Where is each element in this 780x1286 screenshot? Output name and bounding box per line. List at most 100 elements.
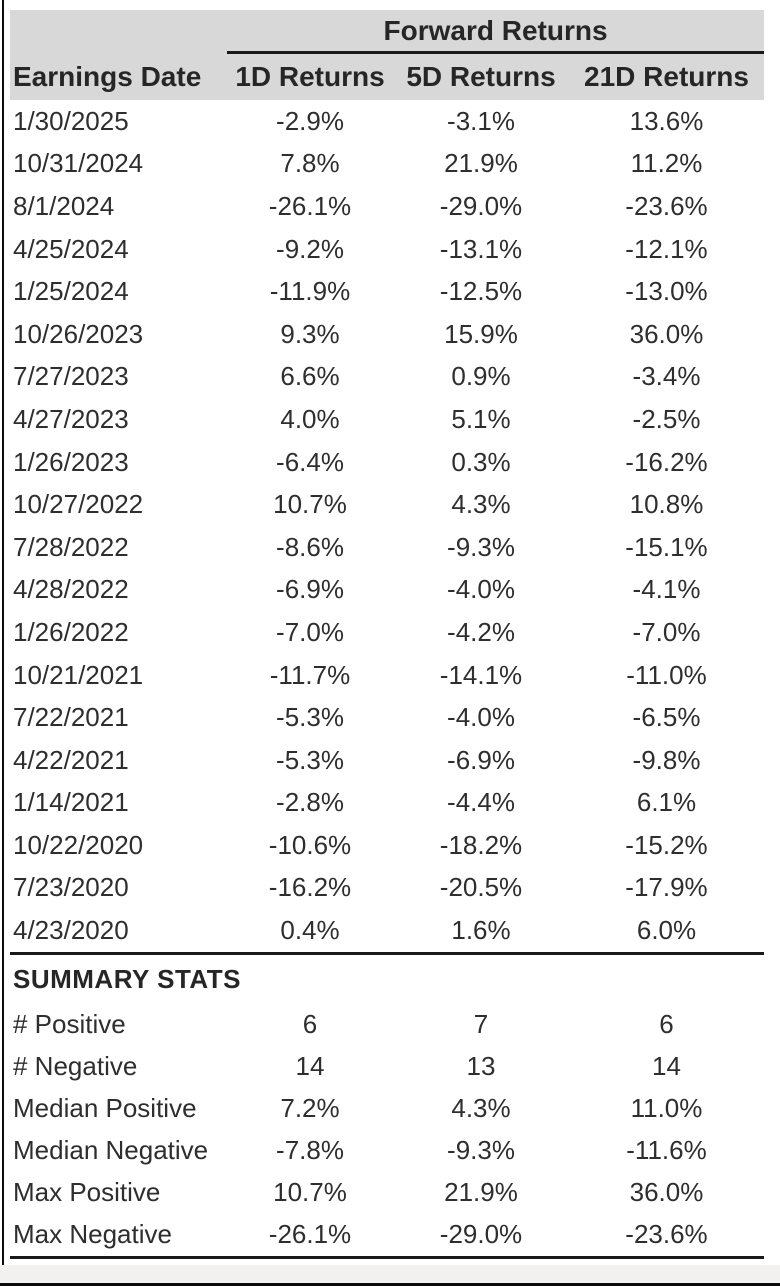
earnings-date-cell: 7/23/2020: [13, 872, 129, 903]
return-5d-cell: 0.9%: [451, 361, 511, 392]
earnings-date-cell: 10/21/2021: [13, 659, 144, 690]
table-row: 7/22/2021 -5.3% -4.0% -6.5%: [10, 696, 764, 739]
summary-body: # Positive 6 7 6 # Negative 14 13 14 Med…: [10, 1004, 764, 1256]
earnings-date-cell: 8/1/2024: [13, 190, 115, 221]
return-5d-cell: -4.0%: [447, 574, 515, 605]
table-row: 4/25/2024 -9.2% -13.1% -12.1%: [10, 228, 764, 271]
return-1d-cell: -2.8%: [276, 787, 344, 818]
bottom-frame-edge: [0, 1283, 780, 1286]
earnings-date-cell: 1/14/2021: [13, 787, 129, 818]
return-1d-cell: -5.3%: [276, 702, 344, 733]
return-1d-cell: 10.7%: [273, 489, 347, 520]
return-21d-cell: -4.1%: [632, 574, 701, 605]
summary-label-cell: # Negative: [13, 1051, 138, 1082]
return-1d-cell: 4.0%: [280, 403, 340, 434]
summary-21d-cell: -23.6%: [625, 1219, 708, 1250]
return-5d-cell: -20.5%: [439, 872, 523, 903]
earnings-date-cell: 10/22/2020: [13, 829, 144, 860]
summary-label-cell: Median Positive: [13, 1093, 197, 1124]
return-5d-cell: 0.3%: [451, 446, 511, 477]
earnings-date-cell: 1/25/2024: [13, 276, 129, 307]
summary-1d-cell: -7.8%: [276, 1135, 344, 1166]
table-row: 10/26/2023 9.3% 15.9% 36.0%: [10, 313, 764, 356]
earnings-date-cell: 4/28/2022: [13, 574, 129, 605]
return-5d-cell: -29.0%: [439, 190, 523, 221]
column-header-earnings-date: Earnings Date: [13, 61, 202, 92]
earnings-date-cell: 1/26/2022: [13, 616, 129, 647]
return-1d-cell: -10.6%: [268, 829, 352, 860]
summary-label-cell: Max Positive: [13, 1177, 161, 1208]
earnings-date-cell: 7/28/2022: [13, 531, 129, 562]
return-1d-cell: -5.3%: [276, 744, 344, 775]
return-1d-cell: 7.8%: [280, 148, 340, 179]
return-1d-cell: -2.9%: [276, 105, 344, 136]
table-row: 4/22/2021 -5.3% -6.9% -9.8%: [10, 739, 764, 782]
spanner-row: Forward Returns: [10, 10, 764, 54]
table-row: 10/27/2022 10.7% 4.3% 10.8%: [10, 483, 764, 526]
summary-21d-cell: -11.6%: [626, 1135, 707, 1166]
summary-21d-cell: 36.0%: [629, 1177, 704, 1208]
return-1d-cell: -16.2%: [268, 872, 352, 903]
earnings-date-cell: 7/22/2021: [13, 702, 129, 733]
earnings-date-cell: 7/27/2023: [13, 361, 129, 392]
return-21d-cell: 6.1%: [636, 787, 697, 818]
table-row: 10/31/2024 7.8% 21.9% 11.2%: [10, 143, 764, 186]
return-21d-cell: -13.0%: [625, 276, 708, 307]
return-5d-cell: -6.9%: [447, 744, 515, 775]
return-1d-cell: -6.4%: [276, 446, 344, 477]
summary-5d-cell: 4.3%: [451, 1093, 511, 1124]
return-21d-cell: -23.6%: [625, 190, 708, 221]
return-5d-cell: 4.3%: [451, 489, 511, 520]
summary-5d-cell: -9.3%: [447, 1135, 515, 1166]
summary-5d-cell: 13: [466, 1051, 496, 1082]
table-row: 10/21/2021 -11.7% -14.1% -11.0%: [10, 654, 764, 697]
returns-table: Forward Returns Earnings Date 1D Returns…: [10, 10, 764, 1259]
earnings-date-cell: 1/30/2025: [13, 105, 129, 136]
return-5d-cell: -4.0%: [447, 702, 515, 733]
table-title: Forward Returns: [227, 10, 764, 54]
earnings-date-cell: 4/25/2024: [13, 233, 129, 264]
return-21d-cell: 36.0%: [629, 318, 704, 349]
return-5d-cell: -18.2%: [439, 829, 523, 860]
return-5d-cell: 5.1%: [451, 403, 511, 434]
earnings-date-cell: 10/31/2024: [13, 148, 144, 179]
summary-heading: SUMMARY STATS: [13, 963, 241, 994]
summary-21d-cell: 14: [652, 1051, 681, 1082]
return-21d-cell: -7.0%: [632, 616, 701, 647]
return-21d-cell: -17.9%: [625, 872, 708, 903]
return-21d-cell: 10.8%: [629, 489, 704, 520]
return-1d-cell: -11.7%: [269, 659, 351, 690]
column-header-row: Earnings Date 1D Returns 5D Returns 21D …: [10, 54, 764, 100]
summary-21d-cell: 6: [659, 1009, 674, 1040]
return-1d-cell: -26.1%: [268, 190, 352, 221]
summary-label-cell: # Positive: [13, 1009, 126, 1040]
return-21d-cell: -12.1%: [625, 233, 708, 264]
table-row: 8/1/2024 -26.1% -29.0% -23.6%: [10, 185, 764, 228]
return-5d-cell: -12.5%: [439, 276, 523, 307]
left-frame-edge: [2, 0, 4, 1286]
summary-row: Median Negative -7.8% -9.3% -11.6%: [10, 1130, 764, 1172]
return-21d-cell: 6.0%: [636, 915, 697, 946]
summary-heading-row: SUMMARY STATS: [10, 955, 764, 1004]
return-21d-cell: -15.2%: [625, 829, 708, 860]
return-21d-cell: 13.6%: [629, 105, 704, 136]
return-1d-cell: -9.2%: [276, 233, 344, 264]
summary-1d-cell: -26.1%: [268, 1219, 352, 1250]
return-1d-cell: 0.4%: [280, 915, 340, 946]
return-21d-cell: -9.8%: [632, 744, 701, 775]
return-1d-cell: 6.6%: [280, 361, 340, 392]
table-row: 7/23/2020 -16.2% -20.5% -17.9%: [10, 867, 764, 910]
return-21d-cell: -11.0%: [626, 659, 707, 690]
summary-1d-cell: 10.7%: [273, 1177, 347, 1208]
table-row: 1/26/2022 -7.0% -4.2% -7.0%: [10, 611, 764, 654]
summary-5d-cell: -29.0%: [439, 1219, 523, 1250]
return-21d-cell: -16.2%: [625, 446, 708, 477]
earnings-date-cell: 4/27/2023: [13, 403, 129, 434]
summary-5d-cell: 21.9%: [444, 1177, 518, 1208]
summary-1d-cell: 14: [295, 1051, 325, 1082]
return-21d-cell: -2.5%: [632, 403, 701, 434]
table-header: Forward Returns Earnings Date 1D Returns…: [10, 10, 764, 100]
summary-label-cell: Max Negative: [13, 1219, 172, 1250]
summary-5d-cell: 7: [473, 1009, 489, 1040]
spanner-spacer: [10, 10, 227, 54]
